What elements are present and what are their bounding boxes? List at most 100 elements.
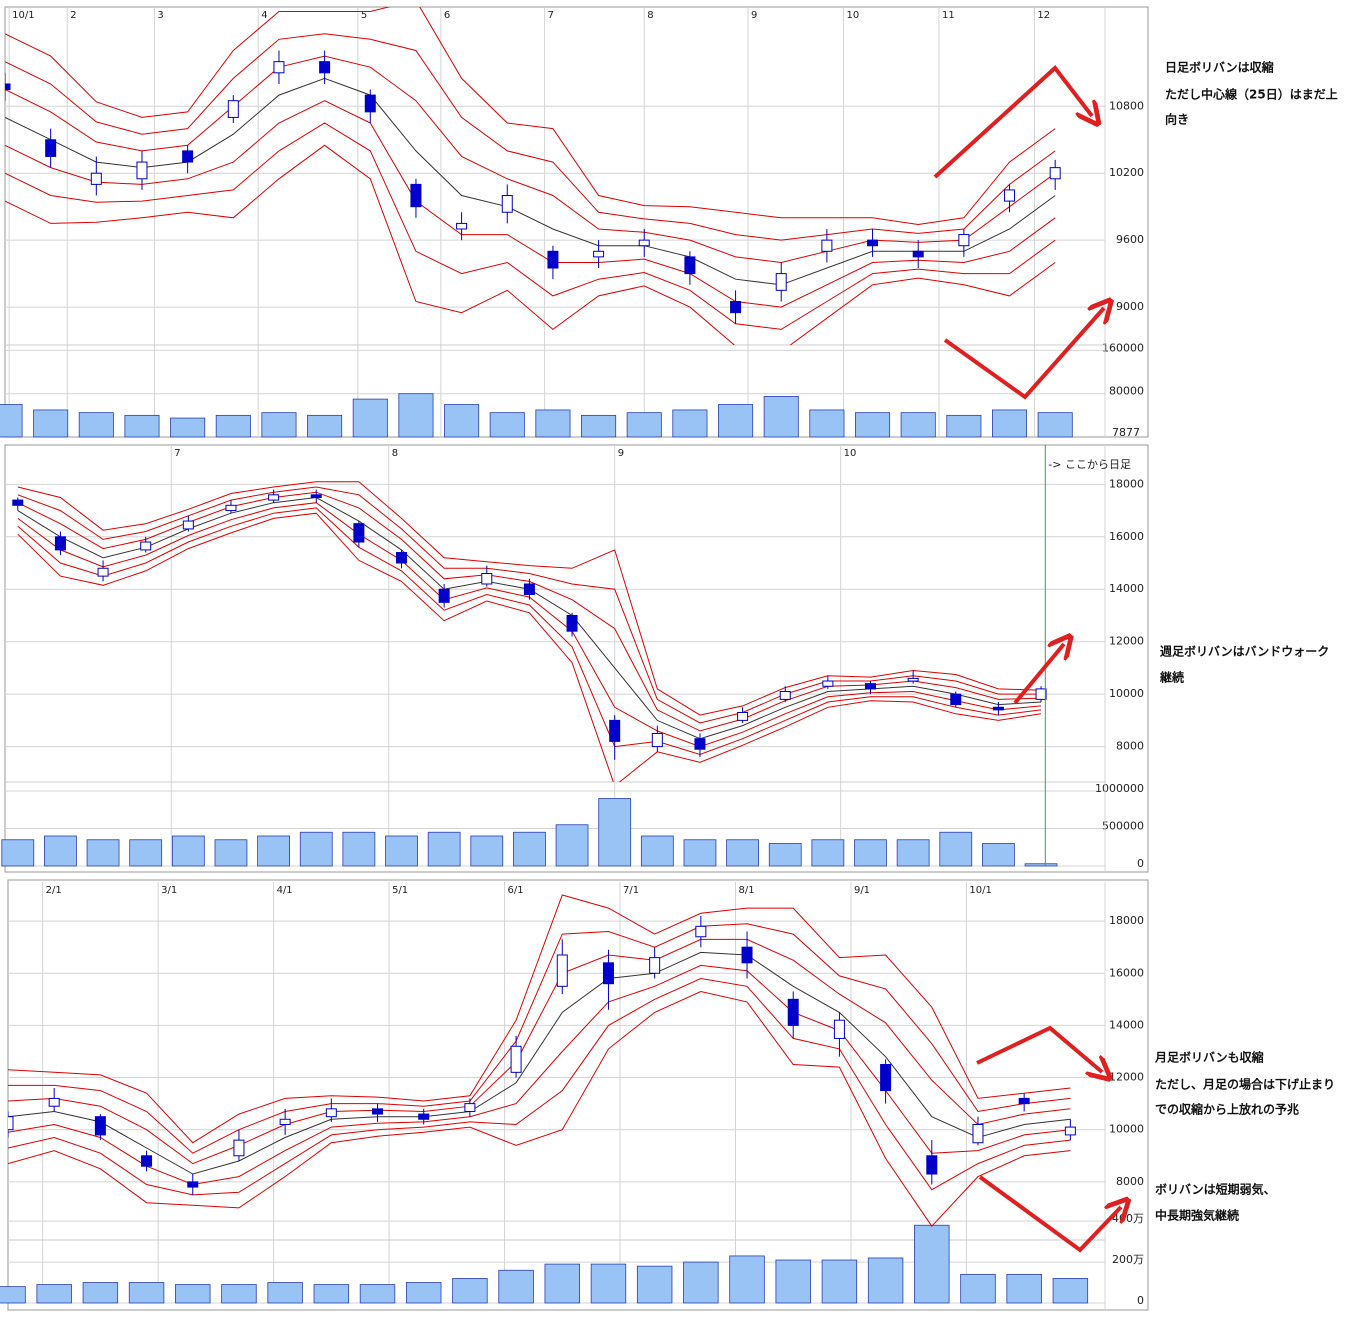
candle-body xyxy=(94,1116,106,1136)
volume-bar xyxy=(405,1282,442,1304)
band-line xyxy=(8,951,1071,1175)
volume-bar xyxy=(636,1265,673,1304)
volume-bar xyxy=(729,1255,765,1304)
bands xyxy=(5,7,1056,345)
candle-body xyxy=(438,588,450,603)
volume-bar xyxy=(215,414,251,438)
candle-body xyxy=(8,1116,14,1131)
volume-bar xyxy=(768,843,802,867)
volume-bar xyxy=(626,412,662,438)
volume-bar xyxy=(124,414,160,438)
candle-body xyxy=(464,1103,476,1112)
volume-bar xyxy=(352,398,388,438)
volume-bar xyxy=(385,835,418,867)
candle-body xyxy=(737,712,749,721)
candle-body xyxy=(310,494,322,498)
candle-body xyxy=(5,83,11,91)
band-line xyxy=(5,122,1056,330)
candle-body xyxy=(741,946,753,964)
candle-body xyxy=(1004,189,1016,202)
candle-body xyxy=(523,583,535,595)
candle-body xyxy=(556,954,568,987)
volume-bar xyxy=(498,1269,534,1304)
volume-bar xyxy=(590,1263,627,1304)
volume-tick-label: 160000 xyxy=(1102,341,1144,354)
candle-body xyxy=(651,732,663,748)
candle-body xyxy=(364,94,376,113)
candle-body xyxy=(730,300,742,314)
candle-body xyxy=(97,567,109,577)
candle-body xyxy=(273,61,285,74)
volume-bar xyxy=(821,1259,858,1304)
candle-body xyxy=(638,239,650,247)
volume-bar xyxy=(444,404,480,438)
volume-bar xyxy=(809,409,845,438)
band-line xyxy=(5,55,1056,264)
y-tick-label: 18000 xyxy=(1109,914,1144,927)
volume-bar xyxy=(914,1224,950,1304)
x-tick-label: 2 xyxy=(70,10,76,21)
band-line xyxy=(5,7,1056,226)
x-tick-label: 7 xyxy=(174,448,180,459)
annotation: ボリバンは短期弱気、 xyxy=(1155,1182,1276,1197)
candle-body xyxy=(1018,1097,1030,1105)
candle-body xyxy=(695,925,707,938)
x-tick-label: 6 xyxy=(444,10,450,21)
candles xyxy=(12,489,1047,760)
volume-bar xyxy=(313,1284,350,1304)
volume-bar xyxy=(960,1273,996,1304)
volume-bar xyxy=(726,839,759,867)
y-tick-label: 14000 xyxy=(1109,582,1144,595)
band-line xyxy=(17,507,1042,756)
volume-bar xyxy=(129,839,163,867)
arrow xyxy=(976,1025,1102,1072)
band-line xyxy=(5,77,1056,286)
volume-bar xyxy=(535,409,571,438)
band-line xyxy=(5,33,1056,241)
chart-panel: 7 8 9 10 18000 16000 14000 12000 10000 8000 100000… xyxy=(1,444,1329,873)
annotation: 中長期強気継続 xyxy=(1155,1208,1239,1223)
candle-body xyxy=(54,536,66,551)
candle-body xyxy=(547,250,559,269)
volume-bar xyxy=(854,839,887,867)
candle-body xyxy=(958,234,970,247)
chart-panel: 10/1 2 3 4 5 6 7 8 9 10 11 12 10800 10200 9600 9000 1600… xyxy=(0,6,1338,439)
annotation: ただし中心線（25日）はまだ上 xyxy=(1165,87,1338,102)
volume-bar xyxy=(1052,1278,1089,1304)
volume-bar xyxy=(1,839,35,867)
candle-body xyxy=(1049,167,1061,180)
candle-body xyxy=(649,957,661,974)
band-line xyxy=(8,964,1071,1186)
y-tick-label: 9000 xyxy=(1116,300,1144,313)
candles xyxy=(5,50,1061,324)
candle-body xyxy=(926,1155,938,1175)
candle-body xyxy=(501,195,513,213)
volume-bar xyxy=(544,1263,580,1304)
arrow xyxy=(1013,644,1064,705)
volume-bar xyxy=(257,835,290,867)
x-tick-label: 12 xyxy=(1037,10,1050,21)
candle-body xyxy=(372,1108,384,1115)
band-line xyxy=(8,977,1071,1196)
volume-bar xyxy=(939,831,973,867)
band-line xyxy=(5,100,1056,308)
y-tick-label: 8000 xyxy=(1116,740,1144,753)
panel-frame xyxy=(7,879,1149,1311)
volume-badge: 7877 xyxy=(1112,426,1140,439)
y-tick-label: 10800 xyxy=(1109,99,1144,112)
volume-bar xyxy=(867,1257,904,1304)
volume-bar xyxy=(470,835,504,867)
band-line xyxy=(17,486,1041,724)
candle-body xyxy=(140,541,152,551)
volume-tick-label: 1000000 xyxy=(1095,782,1144,795)
candle-body xyxy=(456,222,468,230)
volume-bar xyxy=(33,409,69,438)
band-line xyxy=(8,990,1071,1227)
volume-bar xyxy=(1024,863,1058,867)
candle-body xyxy=(867,239,879,247)
volume-bar xyxy=(452,1278,488,1304)
volume-bar xyxy=(896,839,930,867)
candle-body xyxy=(907,677,919,682)
x-tick-label: 7/1 xyxy=(623,885,639,896)
x-tick-label: 11 xyxy=(942,10,955,21)
